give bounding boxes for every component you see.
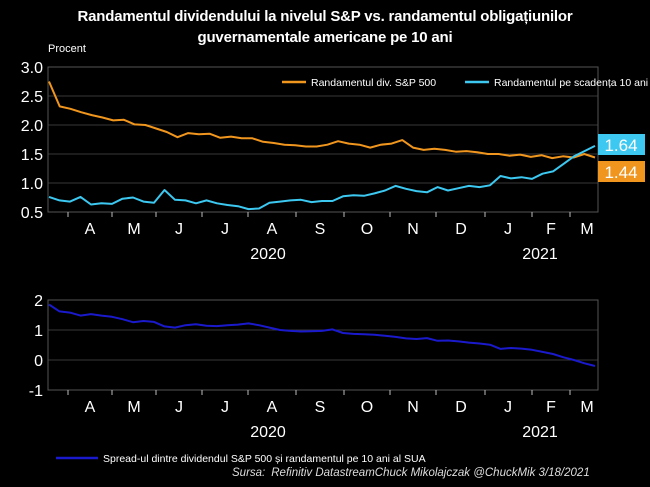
title-line-1: Randamentul dividendului la nivelul S&P … bbox=[77, 8, 573, 25]
bottom-y-tick-label: 1 bbox=[34, 323, 43, 340]
top-year-label: 2020 bbox=[250, 246, 286, 263]
bottom-month-label: F bbox=[546, 399, 556, 416]
top-y-tick-label: 1.0 bbox=[21, 176, 43, 193]
source-label: Sursa: bbox=[232, 467, 266, 479]
bottom-month-label: M bbox=[127, 399, 140, 416]
top-month-label: N bbox=[407, 221, 419, 238]
end-value-box-sp500 bbox=[598, 161, 645, 182]
top-y-tick-label: 0.5 bbox=[21, 205, 43, 222]
top-y-tick-label: 2.5 bbox=[21, 89, 43, 106]
bottom-y-tick-label: 0 bbox=[34, 353, 43, 370]
top-month-label: O bbox=[361, 221, 373, 238]
top-month-label: J bbox=[221, 221, 229, 238]
legend-label-spread: Spread-ul dintre dividendul S&P 500 și r… bbox=[103, 453, 426, 465]
series-line-us-10y-yield bbox=[48, 145, 596, 211]
top-y-tick-label: 2.0 bbox=[21, 118, 43, 135]
bottom-y-tick-label: -1 bbox=[29, 383, 43, 400]
top-month-label: M bbox=[127, 221, 140, 238]
legend-label-us-10y: Randamentul pe scadența 10 ani a SUA bbox=[494, 77, 650, 89]
bottom-month-label: A bbox=[267, 399, 278, 416]
chart-title: Randamentul dividendului la nivelul S&P … bbox=[0, 6, 650, 48]
bottom-month-label: D bbox=[455, 399, 467, 416]
bottom-year-label: 2021 bbox=[522, 424, 558, 441]
series-line-sp500-dividend-yield bbox=[48, 81, 596, 160]
bottom-month-label: S bbox=[315, 399, 326, 416]
top-month-label: A bbox=[85, 221, 96, 238]
top-y-axis-label: Procent bbox=[48, 43, 86, 55]
bottom-month-label: J bbox=[221, 399, 229, 416]
bottom-month-label: N bbox=[407, 399, 419, 416]
top-y-tick-label: 3.0 bbox=[21, 60, 43, 77]
end-value-us-10y: 1.64 bbox=[604, 136, 637, 155]
bottom-year-label: 2020 bbox=[250, 424, 286, 441]
bottom-month-label: O bbox=[361, 399, 373, 416]
legend-label-sp500: Randamentul div. S&P 500 bbox=[311, 77, 436, 89]
bottom-month-label: A bbox=[85, 399, 96, 416]
top-year-label: 2021 bbox=[522, 246, 558, 263]
top-month-label: J bbox=[504, 221, 512, 238]
top-month-label: M bbox=[580, 221, 593, 238]
bottom-y-tick-label: 2 bbox=[34, 293, 43, 310]
top-month-label: D bbox=[455, 221, 467, 238]
bottom-plot-frame bbox=[47, 299, 599, 391]
bottom-month-label: J bbox=[504, 399, 512, 416]
end-value-sp500: 1.44 bbox=[604, 163, 637, 182]
end-value-box-us-10y bbox=[598, 134, 645, 155]
series-line-spread bbox=[48, 303, 596, 367]
top-month-label: A bbox=[267, 221, 278, 238]
top-y-tick-label: 1.5 bbox=[21, 147, 43, 164]
top-month-label: J bbox=[175, 221, 183, 238]
bottom-month-label: J bbox=[175, 399, 183, 416]
source-text: Refinitiv DatastreamChuck Mikolajczak @C… bbox=[271, 467, 590, 479]
source-note: Sursa: Refinitiv DatastreamChuck Mikolajc… bbox=[232, 467, 590, 479]
top-month-label: S bbox=[315, 221, 326, 238]
bottom-month-label: M bbox=[580, 399, 593, 416]
title-line-2: guvernamentale americane pe 10 ani bbox=[197, 29, 453, 46]
top-month-label: F bbox=[546, 221, 556, 238]
